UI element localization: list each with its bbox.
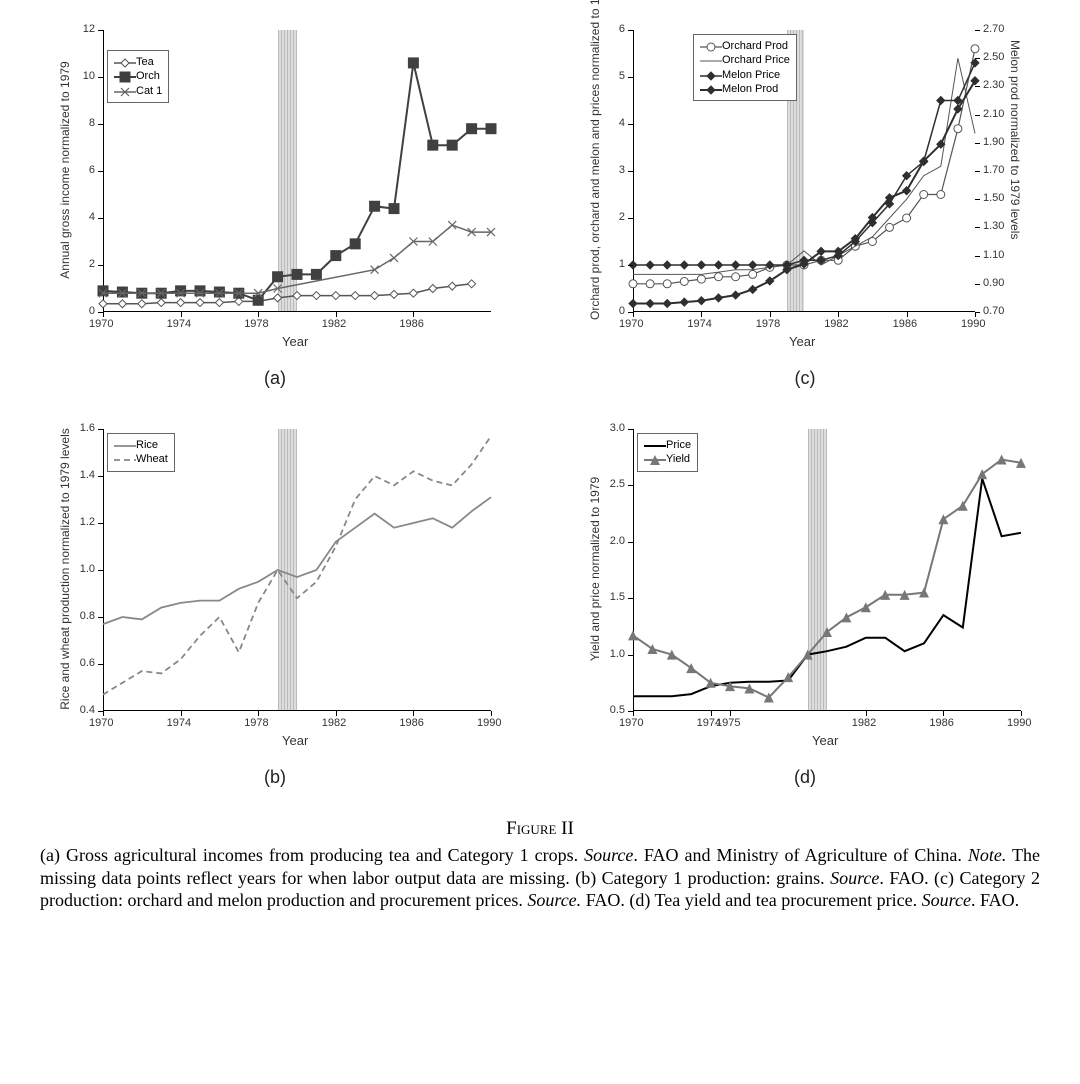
x-tick-label: 1990: [477, 717, 501, 729]
y-tick-label-right: 1.70: [983, 164, 1004, 176]
y-tick-label-right: 1.90: [983, 136, 1004, 148]
y-tick-label: 1.0: [80, 563, 95, 575]
y-tick-label: 1.0: [610, 648, 625, 660]
panel-d: 1970197419751982198619900.51.01.52.02.53…: [560, 419, 1050, 788]
x-tick-label: 1990: [961, 318, 985, 330]
y-tick-label: 0.4: [80, 704, 95, 716]
panel-b-letter: (b): [264, 767, 286, 788]
x-axis-label: Year: [789, 334, 815, 349]
y-tick-label-right: 1.30: [983, 220, 1004, 232]
y-tick-label: 0.5: [610, 704, 625, 716]
x-tick-label: 1982: [322, 318, 346, 330]
legend: RiceWheat: [107, 433, 175, 472]
legend-item: Melon Price: [700, 68, 790, 82]
y-tick-label: 3.0: [610, 422, 625, 434]
x-tick-label: 1974: [687, 318, 711, 330]
legend-item: Wheat: [114, 452, 168, 466]
x-tick-label: 1970: [89, 717, 113, 729]
y-tick-label-right: 0.90: [983, 277, 1004, 289]
y-tick-label: 2: [619, 211, 625, 223]
x-tick-label: 1982: [322, 717, 346, 729]
y-tick-label: 0.6: [80, 657, 95, 669]
y-tick-label: 4: [619, 117, 625, 129]
x-tick-label: 1986: [893, 318, 917, 330]
y-axis-label: Rice and wheat production normalized to …: [58, 419, 72, 719]
chart-d: 1970197419751982198619900.51.01.52.02.53…: [575, 419, 1035, 759]
y-tick-label: 8: [89, 117, 95, 129]
x-axis-label: Year: [812, 733, 838, 748]
y-tick-label-right: 0.70: [983, 305, 1004, 317]
legend-item: Yield: [644, 452, 691, 466]
y-tick-label-right: 2.10: [983, 108, 1004, 120]
panel-a-letter: (a): [264, 368, 286, 389]
y-tick-label: 4: [89, 211, 95, 223]
y-tick-label: 1.4: [80, 469, 95, 481]
x-tick-label: 1982: [852, 717, 876, 729]
panel-a: 1970 1974 1978 1982 1986 0 2 4 6 8 10 12 Annual gros…: [30, 20, 520, 389]
y-tick-label: 0: [89, 305, 95, 317]
x-tick-label: 1975: [716, 717, 740, 729]
legend-item: Melon Prod: [700, 82, 790, 96]
y-axis-label: Annual gross income normalized to 1979: [58, 20, 72, 320]
figure-label: Figure II: [30, 818, 1050, 840]
panel-c: 1970 1974 1978 1982 1986 1990 0 1 2 3 4 5 6 0.70 0.90 1…: [560, 20, 1050, 389]
y-tick-label: 6: [89, 164, 95, 176]
x-axis-label: Year: [282, 733, 308, 748]
y-tick-label: 1.2: [80, 516, 95, 528]
figure-caption: (a) Gross agricultural incomes from prod…: [30, 844, 1050, 912]
y-tick-label: 1.5: [610, 591, 625, 603]
y-tick-label: 2: [89, 258, 95, 270]
y-tick-label: 0: [619, 305, 625, 317]
y-tick-label-right: 1.10: [983, 249, 1004, 261]
legend-item: Orchard Price: [700, 53, 790, 67]
y-axis-label-right: Melon prod normalized to 1979 levels: [1008, 40, 1022, 300]
legend-item: Orchard Prod: [700, 39, 790, 53]
x-tick-label: 1982: [824, 318, 848, 330]
legend-item: Tea: [114, 55, 162, 69]
x-tick-label: 1986: [929, 717, 953, 729]
x-tick-label: 1974: [167, 318, 191, 330]
y-axis-label: Yield and price normalized to 1979: [588, 419, 602, 719]
figure-grid: 19701974197819821986024681012Annual gros…: [30, 20, 1050, 788]
y-tick-label-right: 2.70: [983, 23, 1004, 35]
y-tick-label: 10: [83, 70, 95, 82]
panel-d-letter: (d): [794, 767, 816, 788]
legend: TeaOrchCat 1: [107, 50, 169, 103]
y-tick-label: 3: [619, 164, 625, 176]
y-tick-label-right: 1.50: [983, 192, 1004, 204]
x-tick-label: 1970: [619, 318, 643, 330]
y-tick-label: 2.0: [610, 535, 625, 547]
x-tick-label: 1986: [399, 318, 423, 330]
legend-item: Orch: [114, 69, 162, 83]
x-tick-label: 1986: [399, 717, 423, 729]
legend-item: Price: [644, 438, 691, 452]
y-axis-label: Orchard prod, orchard and melon and pric…: [588, 20, 602, 320]
x-tick-label: 1970: [619, 717, 643, 729]
y-tick-label-right: 2.50: [983, 51, 1004, 63]
chart-c: 1970 1974 1978 1982 1986 1990 0 1 2 3 4 5 6 0.70 0.90 1…: [575, 20, 1035, 360]
x-tick-label: 1990: [1007, 717, 1031, 729]
y-tick-label: 6: [619, 23, 625, 35]
x-axis-label: Year: [282, 334, 308, 349]
y-tick-label: 5: [619, 70, 625, 82]
legend-item: Cat 1: [114, 84, 162, 98]
y-tick-label: 1: [619, 258, 625, 270]
chart-a: 1970 1974 1978 1982 1986 0 2 4 6 8 10 12 Annual gros…: [45, 20, 505, 360]
y-tick-label: 1.6: [80, 422, 95, 434]
legend-item: Rice: [114, 438, 168, 452]
y-tick-label: 2.5: [610, 478, 625, 490]
legend: Orchard ProdOrchard PriceMelon PriceMelo…: [693, 34, 797, 101]
x-tick-label: 1978: [756, 318, 780, 330]
x-tick-label: 1970: [89, 318, 113, 330]
y-tick-label-right: 2.30: [983, 79, 1004, 91]
x-tick-label: 1978: [244, 318, 268, 330]
chart-b: 1970 1974 1978 1982 1986 1990 0.4 0.6 0.8 1.0 1.2 1…: [45, 419, 505, 759]
x-tick-label: 1978: [244, 717, 268, 729]
y-tick-label: 12: [83, 23, 95, 35]
y-tick-label: 0.8: [80, 610, 95, 622]
legend: PriceYield: [637, 433, 698, 472]
panel-b: 1970 1974 1978 1982 1986 1990 0.4 0.6 0.8 1.0 1.2 1…: [30, 419, 520, 788]
x-tick-label: 1974: [167, 717, 191, 729]
panel-c-letter: (c): [795, 368, 816, 389]
